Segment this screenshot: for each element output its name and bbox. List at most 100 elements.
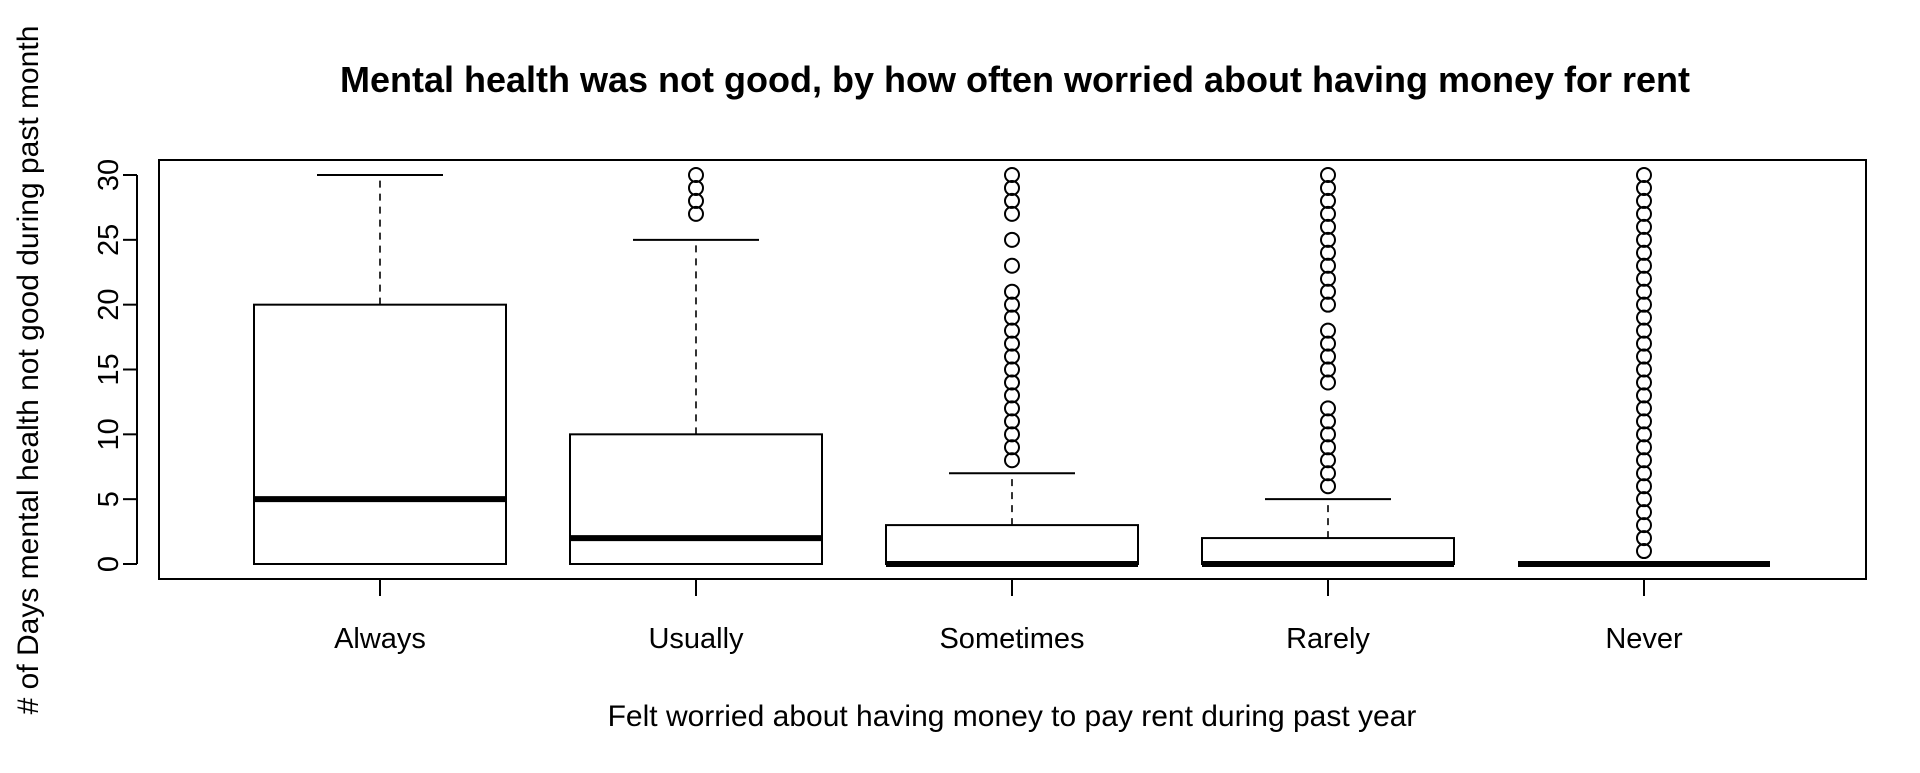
- outlier-point: [1004, 335, 1020, 352]
- outlier-point: [1636, 309, 1652, 326]
- y-tick-label: 0: [93, 556, 125, 572]
- outlier-point: [1636, 439, 1652, 456]
- box: [569, 433, 823, 566]
- outlier-point: [1004, 348, 1020, 365]
- outlier-point: [1320, 231, 1336, 248]
- outlier-point: [1004, 400, 1020, 417]
- outlier-point: [1004, 283, 1020, 300]
- outlier-point: [1320, 205, 1336, 222]
- plot-frame: [158, 159, 1867, 580]
- outlier-point: [688, 205, 704, 222]
- outlier-point: [1636, 504, 1652, 521]
- outlier-point: [1320, 335, 1336, 352]
- outlier-point: [1004, 309, 1020, 326]
- outlier-point: [1004, 179, 1020, 196]
- outlier-point: [1636, 322, 1652, 339]
- outlier-point: [1320, 244, 1336, 261]
- outlier-point: [1320, 400, 1336, 417]
- outlier-point: [1004, 439, 1020, 456]
- outlier-point: [1320, 192, 1336, 209]
- outlier-point: [688, 167, 704, 183]
- outlier-point: [1320, 465, 1336, 482]
- outlier-point: [1004, 426, 1020, 443]
- outlier-point: [1004, 167, 1020, 183]
- outlier-point: [1004, 322, 1020, 339]
- outlier-point: [1320, 179, 1336, 196]
- outlier-point: [1320, 348, 1336, 365]
- outlier-point: [1636, 452, 1652, 469]
- outlier-point: [1636, 244, 1652, 261]
- outlier-point: [1636, 361, 1652, 378]
- y-axis-label: # of Days mental health not good during …: [12, 26, 45, 715]
- outlier-point: [1004, 205, 1020, 222]
- outlier-point: [1004, 257, 1020, 274]
- outlier-point: [1636, 179, 1652, 196]
- outlier-point: [1636, 192, 1652, 209]
- x-axis-label: Felt worried about having money to pay r…: [608, 700, 1417, 733]
- chart-title: Mental health was not good, by how often…: [340, 59, 1690, 100]
- box: [253, 303, 507, 565]
- outlier-point: [1004, 296, 1020, 313]
- outlier-point: [1004, 452, 1020, 469]
- outlier-point: [1636, 283, 1652, 300]
- outlier-point: [1636, 478, 1652, 495]
- x-tick-label: Never: [1605, 623, 1683, 655]
- outlier-point: [1320, 426, 1336, 443]
- x-tick-label: Always: [334, 623, 426, 655]
- outlier-point: [1636, 335, 1652, 352]
- box: [1201, 537, 1455, 565]
- outlier-point: [1320, 452, 1336, 469]
- outlier-point: [1636, 348, 1652, 365]
- outlier-point: [1636, 465, 1652, 482]
- y-tick-label: 20: [93, 289, 125, 321]
- outlier-point: [1636, 374, 1652, 391]
- outlier-point: [1320, 361, 1336, 378]
- outlier-point: [1320, 478, 1336, 495]
- outlier-point: [1320, 296, 1336, 313]
- outlier-point: [1320, 283, 1336, 300]
- outlier-point: [1636, 491, 1652, 508]
- x-tick-label: Usually: [648, 623, 744, 655]
- outlier-point: [1636, 413, 1652, 430]
- outlier-point: [1320, 439, 1336, 456]
- outlier-point: [1320, 374, 1336, 391]
- outlier-point: [1636, 205, 1652, 222]
- outlier-point: [1636, 400, 1652, 417]
- y-tick-label: 10: [93, 418, 125, 450]
- outlier-point: [1636, 426, 1652, 443]
- outlier-point: [1636, 517, 1652, 534]
- outlier-point: [1636, 543, 1652, 560]
- outlier-point: [1004, 231, 1020, 248]
- y-tick-label: 30: [93, 159, 125, 191]
- outlier-point: [1636, 218, 1652, 235]
- outlier-point: [1320, 218, 1336, 235]
- outlier-point: [1320, 167, 1336, 183]
- outlier-point: [1636, 387, 1652, 404]
- outlier-point: [1636, 296, 1652, 313]
- y-tick-label: 25: [93, 224, 125, 256]
- outlier-point: [1636, 270, 1652, 287]
- outlier-point: [1636, 167, 1652, 183]
- outlier-point: [1004, 387, 1020, 404]
- y-tick-label: 15: [93, 353, 125, 385]
- outlier-point: [688, 192, 704, 209]
- x-tick-label: Sometimes: [939, 623, 1084, 655]
- box: [885, 524, 1139, 565]
- plot-marks: 0 5 10 15 20 25 30 Always Usually Sometimes Rarely…: [93, 159, 1770, 655]
- outlier-point: [1004, 192, 1020, 209]
- outlier-point: [1636, 231, 1652, 248]
- y-tick-label: 5: [93, 491, 125, 507]
- outlier-point: [1004, 413, 1020, 430]
- outlier-point: [1320, 322, 1336, 339]
- outlier-point: [1320, 270, 1336, 287]
- x-tick-label: Rarely: [1286, 623, 1370, 655]
- outlier-point: [1636, 530, 1652, 547]
- outlier-point: [1320, 257, 1336, 274]
- outlier-point: [1320, 413, 1336, 430]
- outlier-point: [1004, 374, 1020, 391]
- outlier-point: [1636, 257, 1652, 274]
- outlier-point: [688, 179, 704, 196]
- outlier-point: [1004, 361, 1020, 378]
